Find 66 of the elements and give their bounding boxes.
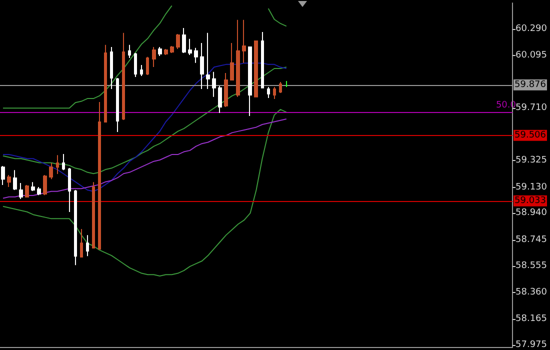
candlestick — [43, 174, 47, 196]
candlestick — [19, 182, 23, 200]
candlestick — [273, 86, 276, 100]
candlestick — [7, 174, 11, 188]
y-tick-label: 58.745 — [516, 234, 548, 245]
candlestick — [86, 234, 89, 257]
y-tick-label: 57.975 — [516, 340, 548, 350]
candlestick — [261, 31, 264, 88]
y-tick-label: 58.165 — [516, 314, 548, 324]
candlestick — [254, 40, 258, 98]
candlestick — [13, 170, 17, 191]
candlestick — [236, 19, 240, 98]
candlestick — [176, 33, 180, 50]
line-series — [2, 62, 287, 192]
candlestick — [140, 64, 143, 77]
ref-line-label: 59.033 — [514, 196, 546, 206]
candlestick — [134, 52, 137, 78]
candlestick — [110, 46, 113, 90]
candlestick — [37, 186, 41, 196]
y-tick-label: 58.360 — [516, 287, 548, 298]
candlestick — [1, 165, 5, 186]
candlestick — [25, 184, 29, 198]
candlestick — [194, 47, 198, 64]
candlestick — [31, 182, 35, 192]
candlestick — [152, 46, 156, 68]
y-tick-label: 59.710 — [516, 103, 548, 114]
line-series — [2, 108, 287, 277]
candlestick — [49, 162, 53, 180]
candlestick — [104, 44, 107, 123]
candlestick — [212, 71, 216, 98]
y-tick-label: 58.555 — [516, 260, 548, 271]
candlestick — [206, 32, 210, 90]
candlestick — [279, 82, 282, 94]
candlestick — [122, 32, 125, 120]
candlestick — [224, 72, 228, 108]
candlestick — [116, 77, 119, 132]
candlestick — [146, 56, 149, 76]
y-tick-label: 59.130 — [516, 182, 548, 192]
ref-line-label: 59.506 — [514, 130, 546, 140]
line-series — [2, 118, 287, 199]
candlestick — [182, 27, 186, 54]
candlestick — [164, 48, 168, 56]
candlestick — [230, 42, 234, 80]
y-tick-label: 59.325 — [516, 156, 548, 166]
candlestick — [267, 86, 270, 99]
candlestick — [248, 46, 252, 117]
y-tick-label: 60.290 — [516, 24, 548, 34]
candlestick — [74, 190, 77, 266]
candlestick — [92, 182, 95, 249]
candlestick — [68, 168, 71, 212]
candlestick — [62, 153, 65, 171]
y-tick-label: 58.940 — [516, 208, 548, 218]
y-tick-label: 60.095 — [516, 50, 548, 61]
candlestick — [200, 42, 204, 90]
candlestick — [56, 154, 59, 175]
ref-line-label: 59.876 — [514, 80, 546, 90]
candlestick — [80, 228, 83, 258]
candlestick — [218, 85, 222, 114]
candlestick — [242, 19, 246, 64]
candlestick — [158, 46, 162, 56]
candlestick — [170, 46, 174, 54]
line-series — [2, 66, 287, 174]
candlestick — [285, 80, 288, 88]
candlestick — [128, 44, 131, 59]
candlestick — [98, 101, 101, 250]
candlestick — [188, 38, 192, 56]
